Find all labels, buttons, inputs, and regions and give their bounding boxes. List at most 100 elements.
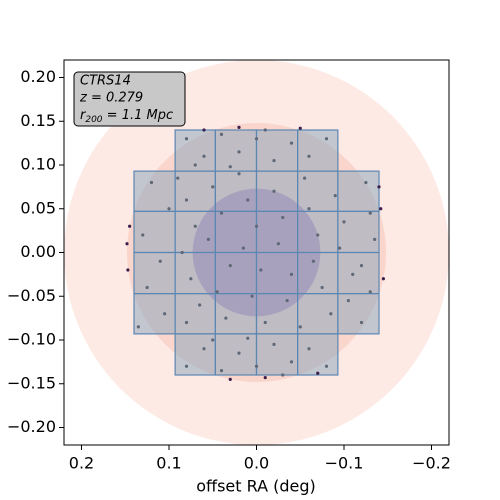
data-point — [316, 233, 320, 237]
data-point — [281, 373, 285, 377]
plot-area — [64, 60, 449, 445]
radius-text: = 1.1 Mpc — [103, 108, 174, 123]
x-axis-label: offset RA (deg) — [196, 477, 316, 496]
tile — [174, 333, 216, 376]
data-point — [198, 303, 202, 307]
data-point — [215, 290, 219, 294]
y-tick-label: 0.15 — [20, 111, 56, 130]
data-point — [184, 198, 189, 202]
data-point — [228, 165, 232, 169]
axes: 0.2 0.1 0.0 −0.1 −0.2 0.20 0.15 0.10 0.05 0.00 −0.… — [7, 67, 451, 473]
data-point — [136, 325, 140, 329]
tile — [214, 333, 258, 376]
data-point — [167, 207, 171, 211]
data-point — [289, 141, 294, 145]
y-tick-label: −0.05 — [7, 286, 56, 305]
data-point — [237, 125, 241, 129]
tile — [133, 170, 176, 212]
data-point — [126, 268, 130, 272]
data-point — [364, 180, 368, 185]
y-tick-label: −0.15 — [7, 373, 56, 392]
tile — [174, 293, 216, 335]
data-point — [259, 268, 263, 272]
data-point — [163, 312, 167, 316]
data-point — [202, 128, 206, 132]
data-point — [149, 180, 154, 185]
tile — [297, 129, 339, 172]
x-tick-label: 0.1 — [156, 454, 181, 473]
data-point — [246, 198, 250, 202]
radius-subscript: 200 — [85, 115, 102, 125]
tile — [133, 210, 176, 254]
data-point — [237, 351, 241, 355]
data-point — [311, 259, 315, 263]
data-point — [176, 176, 180, 180]
data-point — [272, 342, 276, 346]
data-point — [211, 338, 215, 342]
x-tick-label: 0.0 — [244, 454, 269, 473]
data-point — [141, 233, 145, 237]
data-point — [184, 364, 189, 368]
tile — [337, 293, 380, 335]
data-point — [254, 364, 259, 368]
data-point — [272, 189, 276, 193]
tile — [297, 251, 339, 295]
tile — [174, 170, 216, 212]
data-point — [145, 285, 149, 290]
data-point — [246, 336, 250, 340]
data-point — [228, 377, 232, 381]
data-point — [193, 163, 197, 167]
tile — [297, 333, 339, 376]
tile — [255, 333, 299, 376]
data-point — [342, 220, 346, 224]
data-point — [333, 194, 337, 198]
data-point — [211, 185, 215, 189]
data-point — [368, 290, 372, 294]
tile — [214, 170, 258, 212]
x-tick-label: −0.1 — [325, 454, 364, 473]
tile — [214, 210, 258, 254]
data-point — [289, 272, 294, 276]
tile — [133, 293, 176, 335]
annotation-radius: r200 = 1.1 Mpc — [80, 108, 173, 125]
data-point — [359, 320, 364, 325]
data-point — [184, 320, 189, 325]
data-point — [285, 299, 289, 303]
y-tick-label: 0.00 — [20, 242, 56, 261]
data-point — [241, 246, 245, 250]
data-point — [184, 137, 189, 141]
data-point — [289, 360, 294, 364]
data-point — [202, 154, 206, 158]
data-point — [298, 126, 302, 130]
tile — [174, 210, 216, 254]
tile — [255, 293, 299, 335]
tile — [214, 293, 258, 335]
data-point — [368, 211, 372, 215]
x-tick-label: −0.2 — [412, 454, 451, 473]
data-point — [324, 364, 329, 368]
data-point — [219, 211, 224, 215]
data-point — [303, 176, 307, 180]
tile — [214, 251, 258, 295]
data-point — [263, 376, 267, 380]
data-point — [316, 371, 320, 375]
tile — [337, 251, 380, 295]
x-tick-label: 0.2 — [69, 454, 94, 473]
data-point — [254, 137, 259, 141]
data-point — [250, 294, 254, 298]
data-point — [324, 137, 329, 141]
data-point — [329, 312, 333, 316]
data-point — [219, 132, 224, 136]
data-point — [193, 224, 197, 228]
data-point — [373, 237, 377, 241]
data-point — [125, 242, 129, 246]
tile — [297, 210, 339, 254]
data-point — [320, 285, 324, 290]
y-tick-label: −0.20 — [7, 417, 56, 436]
tile — [174, 251, 216, 295]
data-point — [224, 316, 228, 320]
tile — [337, 170, 380, 212]
data-point — [359, 264, 364, 268]
data-point — [158, 259, 162, 263]
